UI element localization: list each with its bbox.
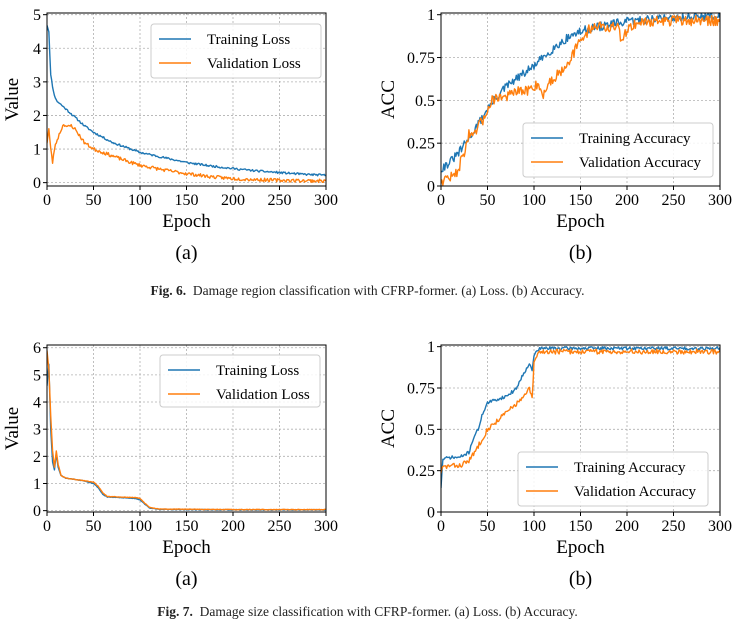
series-line-validation-accuracy	[441, 348, 720, 474]
x-tick-label: 200	[615, 192, 639, 209]
legend-box	[150, 23, 322, 79]
legend: Training Accuracy Validation Accuracy	[522, 122, 714, 178]
series-line-training-loss	[47, 25, 326, 177]
x-tick-label: 300	[708, 192, 732, 209]
y-tick-label: 2	[33, 108, 41, 125]
x-axis-label: Epoch	[162, 211, 211, 232]
x-tick-label: 150	[569, 192, 593, 209]
y-tick-label: 1	[33, 142, 41, 159]
panel-label: (a)	[175, 242, 197, 264]
legend-box	[522, 122, 714, 178]
y-tick-label: 5	[33, 7, 41, 24]
y-tick-label: 0	[427, 179, 435, 196]
series-line-training-accuracy	[441, 346, 720, 489]
y-axis-label: ACC	[378, 409, 399, 448]
x-tick-label: 300	[314, 518, 338, 535]
figure-7-caption-text: Damage size classification with CFRP-for…	[199, 604, 578, 619]
y-tick-label: 0	[33, 175, 41, 192]
x-tick-label: 250	[662, 518, 686, 535]
x-tick-label: 200	[221, 518, 245, 535]
y-tick-label: 3	[33, 422, 41, 439]
x-tick-label: 250	[268, 192, 292, 209]
panel-label: (a)	[175, 568, 197, 590]
figure-6-caption-text: Damage region classification with CFRP-f…	[192, 283, 585, 298]
x-tick-label: 150	[175, 518, 199, 535]
legend: Training Loss Validation Loss	[150, 23, 322, 79]
x-tick-label: 200	[221, 192, 245, 209]
y-tick-label: 5	[33, 367, 41, 384]
y-tick-label: 4	[33, 41, 41, 58]
series-line-validation-accuracy	[441, 14, 720, 186]
x-tick-label: 50	[480, 518, 496, 535]
y-tick-label: 1	[427, 339, 435, 356]
legend-label: Validation Accuracy	[579, 155, 702, 171]
legend-label: Training Accuracy	[579, 131, 691, 147]
x-tick-label: 150	[175, 192, 199, 209]
legend: Training Loss Validation Loss	[159, 354, 321, 408]
y-tick-label: 6	[33, 340, 41, 357]
series-line-validation-loss	[47, 123, 326, 184]
y-tick-label: 0.75	[407, 50, 435, 67]
figure-6-caption: Fig. 6. Damage region classification wit…	[0, 283, 735, 299]
x-tick-label: 50	[86, 192, 102, 209]
y-tick-label: 0.75	[407, 380, 435, 397]
x-tick-label: 50	[480, 192, 496, 209]
y-tick-label: 1	[427, 7, 435, 24]
legend-label: Training Loss	[216, 363, 299, 379]
y-tick-label: 0	[33, 503, 41, 520]
x-tick-label: 150	[569, 518, 593, 535]
legend-label: Training Loss	[207, 32, 290, 48]
x-tick-label: 50	[86, 518, 102, 535]
legend-label: Training Accuracy	[574, 460, 686, 476]
x-tick-label: 100	[128, 518, 152, 535]
y-tick-label: 0.25	[407, 136, 435, 153]
x-tick-label: 200	[615, 518, 639, 535]
y-tick-label: 0.5	[415, 93, 435, 110]
x-axis-label: Epoch	[556, 537, 605, 558]
x-tick-label: 0	[43, 192, 51, 209]
y-tick-label: 3	[33, 74, 41, 91]
x-tick-label: 300	[314, 192, 338, 209]
figure-6-caption-label: Fig. 6.	[150, 283, 187, 298]
figure-7-caption: Fig. 7. Damage size classification with …	[0, 604, 735, 620]
x-tick-label: 300	[708, 518, 732, 535]
legend-label: Validation Accuracy	[574, 484, 697, 500]
x-tick-label: 0	[437, 192, 445, 209]
legend-label: Validation Loss	[207, 56, 301, 72]
legend: Training Accuracy Validation Accuracy	[517, 451, 709, 507]
y-tick-label: 0.5	[415, 422, 435, 439]
y-tick-label: 4	[33, 395, 41, 412]
x-tick-label: 100	[522, 518, 546, 535]
x-tick-label: 100	[128, 192, 152, 209]
y-tick-label: 1	[33, 476, 41, 493]
x-axis-label: Epoch	[162, 537, 211, 558]
x-axis-label: Epoch	[556, 211, 605, 232]
chart-fig7a: 0 50 100 150 200 250 300 0 1 2 3 4 5 6 Epoch Value (a) Tr…	[2, 340, 338, 590]
y-tick-label: 0	[427, 505, 435, 522]
chart-fig7b: 0 50 100 150 200 250 300 0 0.25 0.5 0.75 1 Epoch ACC (…	[378, 339, 732, 590]
x-tick-label: 250	[662, 192, 686, 209]
chart-fig6b: 0 50 100 150 200 250 300 0 0.25 0.5 0.75 1 Epoch ACC (…	[378, 7, 732, 264]
y-tick-label: 2	[33, 449, 41, 466]
legend-box	[517, 451, 709, 507]
figure-7-caption-label: Fig. 7.	[157, 604, 193, 619]
x-tick-label: 0	[437, 518, 445, 535]
panel-label: (b)	[569, 242, 592, 264]
legend-label: Validation Loss	[216, 387, 310, 403]
y-axis-label: ACC	[378, 80, 399, 119]
x-tick-label: 250	[268, 518, 292, 535]
y-axis-label: Value	[2, 407, 23, 450]
panel-label: (b)	[569, 568, 592, 590]
y-tick-label: 0.25	[407, 463, 435, 480]
series-line-validation-loss	[47, 350, 326, 511]
chart-fig6a: 0 50 100 150 200 250 300 0 1 2 3 4 5 Epoch Value (a) Tra…	[2, 7, 338, 264]
x-tick-label: 100	[522, 192, 546, 209]
y-axis-label: Value	[2, 78, 23, 121]
x-tick-label: 0	[43, 518, 51, 535]
